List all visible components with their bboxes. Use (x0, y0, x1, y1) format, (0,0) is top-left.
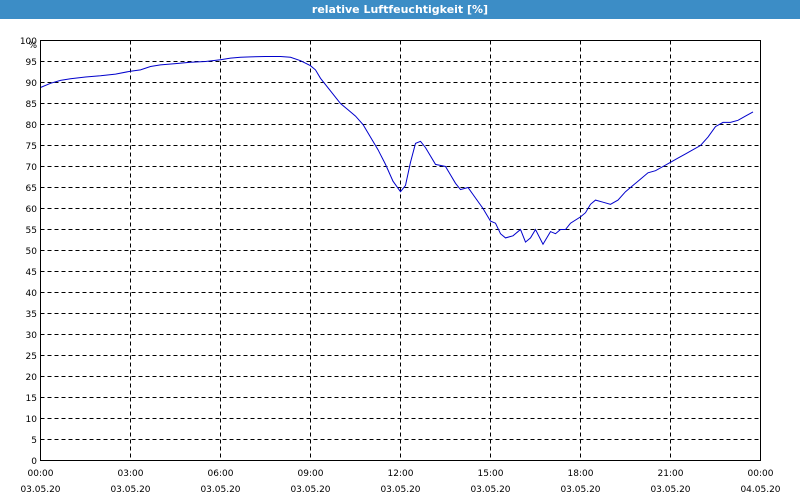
y-tick-label: 40 (26, 289, 38, 299)
x-tick-time: 06:00 (208, 469, 234, 479)
chart-title: relative Luftfeuchtigkeit [%] (0, 0, 800, 19)
plot-frame (40, 40, 761, 461)
y-tick-label: 15 (26, 394, 37, 404)
x-tick-date: 03.05.20 (200, 485, 240, 495)
x-tick-date: 03.05.20 (650, 485, 690, 495)
x-tick-time: 09:00 (298, 469, 324, 479)
y-tick-label: 30 (26, 331, 38, 341)
y-tick-label: 75 (26, 142, 37, 152)
y-tick-label: 50 (26, 247, 38, 257)
x-tick-time: 00:00 (28, 469, 54, 479)
x-axis-ticks: 00:00 03.05.20 03:00 03.05.20 06:00 03.05.20 0… (20, 469, 780, 495)
y-tick-label: 20 (26, 373, 38, 383)
series-layer (40, 56, 754, 246)
y-tick-label: 5 (31, 436, 37, 446)
x-tick-time: 03:00 (118, 469, 144, 479)
y-tick-label: 55 (26, 226, 37, 236)
x-tick-time: 12:00 (388, 469, 414, 479)
x-tick-time: 15:00 (478, 469, 504, 479)
x-tick-date: 04.05.20 (740, 485, 780, 495)
y-tick-label: 100 (20, 37, 37, 47)
y-tick-label: 95 (26, 58, 37, 68)
grid-lines (40, 40, 761, 461)
y-tick-label: 60 (26, 205, 38, 215)
x-tick-time: 00:00 (748, 469, 774, 479)
y-tick-label: 85 (26, 100, 37, 110)
x-tick-date: 03.05.20 (560, 485, 600, 495)
y-axis-ticks: 0 5 10 15 20 25 30 35 40 45 50 55 60 65 70 75 80 85 90 95 10… (20, 37, 37, 467)
humidity-chart: 0 5 10 15 20 25 30 35 40 45 50 55 60 65 70 75 80 85 90 95 10… (20, 37, 781, 495)
x-tick-time: 21:00 (658, 469, 684, 479)
y-tick-label: 35 (26, 310, 37, 320)
x-tick-date: 03.05.20 (110, 485, 150, 495)
x-tick-date: 03.05.20 (470, 485, 510, 495)
y-axis-unit-label: % (28, 41, 37, 51)
y-tick-label: 45 (26, 268, 37, 278)
y-tick-label: 65 (26, 184, 37, 194)
y-tick-label: 10 (26, 415, 38, 425)
y-tick-label: 70 (26, 163, 38, 173)
x-tick-date: 03.05.20 (290, 485, 330, 495)
y-tick-label: 90 (26, 79, 38, 89)
x-tick-date: 03.05.20 (380, 485, 420, 495)
y-tick-label: 25 (26, 352, 37, 362)
x-tick-time: 18:00 (568, 469, 594, 479)
y-tick-label: 0 (31, 457, 37, 467)
y-tick-label: 80 (26, 121, 38, 131)
x-tick-date: 03.05.20 (20, 485, 60, 495)
humidity-series-line (40, 56, 754, 246)
